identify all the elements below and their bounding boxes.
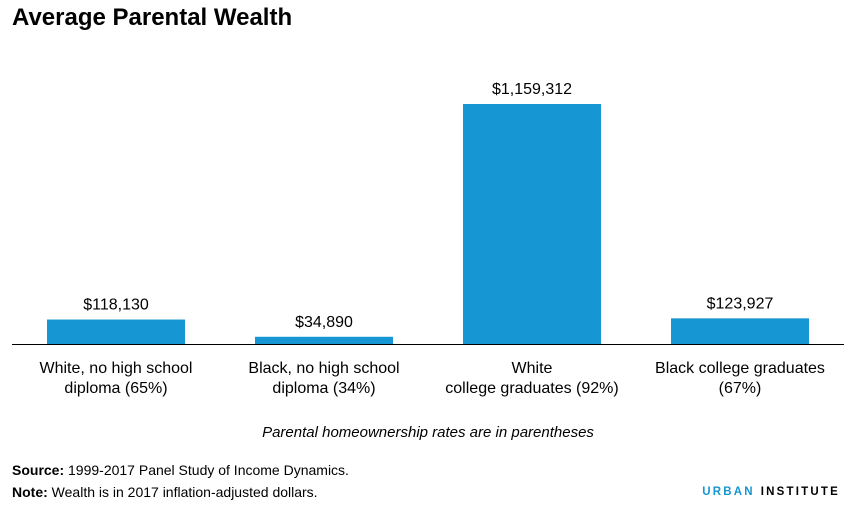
note-label: Note: — [12, 484, 48, 500]
homeownership-note: Parental homeownership rates are in pare… — [262, 424, 594, 441]
source-line: Source: 1999-2017 Panel Study of Income … — [12, 462, 349, 478]
bar-0 — [47, 319, 185, 344]
source-label: Source: — [12, 462, 65, 478]
source-text: 1999-2017 Panel Study of Income Dynamics… — [64, 462, 349, 478]
value-label-1: $34,890 — [295, 314, 353, 331]
chart-title: Average Parental Wealth — [12, 4, 293, 31]
value-label-0: $118,130 — [83, 297, 149, 314]
category-label-0: White, no high school diploma (65%) — [40, 360, 193, 397]
logo-urban: URBAN — [702, 486, 755, 498]
bar-1 — [255, 336, 393, 344]
value-label-3: $123,927 — [707, 295, 774, 312]
category-label-2: White college graduates (92%) — [445, 360, 618, 397]
urban-institute-logo: URBAN INSTITUTE — [702, 486, 840, 498]
category-label-3: Black college graduates (67%) — [655, 360, 825, 397]
note-line: Note: Wealth is in 2017 inflation-adjust… — [12, 484, 318, 500]
bar-chart: $118,130 White, no high school diploma (65… — [12, 81, 844, 397]
bar-2 — [463, 104, 601, 344]
logo-institute: INSTITUTE — [760, 486, 840, 498]
note-text: Wealth is in 2017 inflation-adjusted dol… — [47, 484, 318, 500]
category-label-1: Black, no high school diploma (34%) — [248, 360, 399, 397]
value-label-2: $1,159,312 — [492, 81, 572, 98]
bar-3 — [671, 318, 809, 344]
